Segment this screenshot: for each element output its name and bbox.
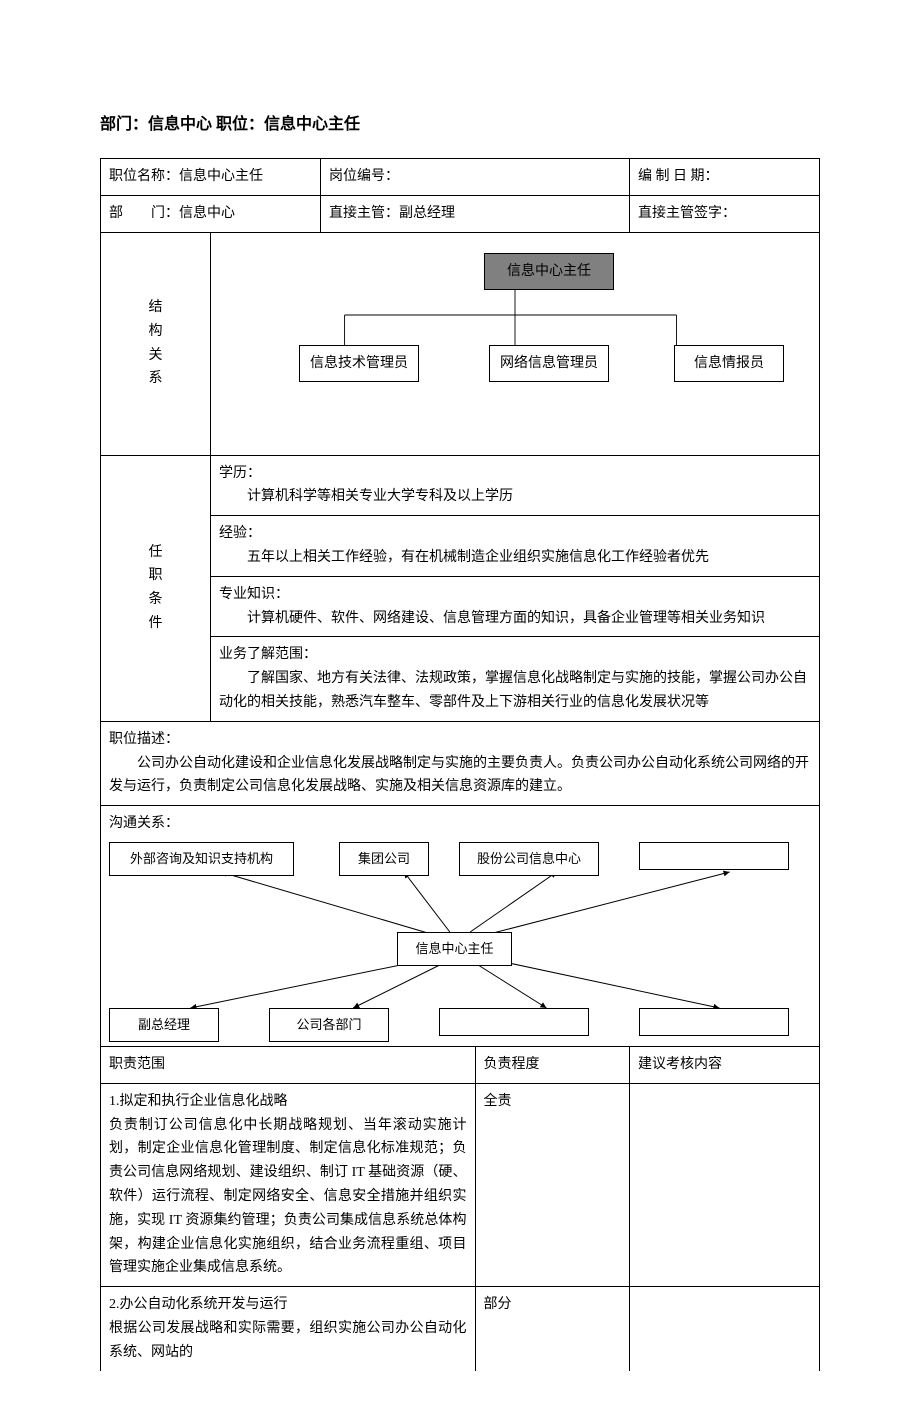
exp-cell: 经验： 五年以上相关工作经验，有在机械制造企业组织实施信息化工作经验者优先 xyxy=(211,516,820,577)
org-child-0: 信息技术管理员 xyxy=(299,345,419,383)
description-cell: 职位描述： 公司办公自动化建设和企业信息化发展战略制定与实施的主要负责人。负责公… xyxy=(101,721,820,805)
communication-label: 沟通关系： xyxy=(109,812,811,836)
resp-row-0-body: 负责制订公司信息化中长期战略规划、当年滚动实施计划，制定企业信息化管理制度、制定… xyxy=(109,1114,467,1281)
comm-bottom-1: 公司各部门 xyxy=(269,1008,389,1042)
structure-cell: 信息中心主任 信息技术管理员 网络信息管理员 信息情报员 xyxy=(211,232,820,455)
supervisor-value: 副总经理 xyxy=(399,206,455,221)
exp-text: 五年以上相关工作经验，有在机械制造企业组织实施信息化工作经验者优先 xyxy=(219,546,811,570)
comm-center: 信息中心主任 xyxy=(397,932,512,966)
resp-col-assess: 建议考核内容 xyxy=(630,1046,820,1083)
position-label: 职位名称： xyxy=(109,169,179,184)
postno-label: 岗位编号： xyxy=(329,169,399,184)
resp-col-degree: 负责程度 xyxy=(475,1046,630,1083)
exp-label: 经验： xyxy=(219,522,811,546)
resp-row-0-degree: 全责 xyxy=(475,1083,630,1286)
structure-label: 结构关系 xyxy=(101,232,211,455)
org-chart: 信息中心主任 信息技术管理员 网络信息管理员 信息情报员 xyxy=(219,245,811,415)
resp-row-0: 1.拟定和执行企业信息化战略 负责制订公司信息化中长期战略规划、当年滚动实施计划… xyxy=(101,1083,476,1286)
dept-label: 部 门： xyxy=(109,206,179,221)
org-child-1: 网络信息管理员 xyxy=(489,345,609,383)
comm-bottom-0: 副总经理 xyxy=(109,1008,219,1042)
position-cell: 职位名称：信息中心主任 xyxy=(101,159,321,196)
comm-top-1: 集团公司 xyxy=(339,842,429,876)
description-text: 公司办公自动化建设和企业信息化发展战略制定与实施的主要负责人。负责公司办公自动化… xyxy=(109,752,811,800)
comm-bottom-3 xyxy=(639,1008,789,1036)
resp-row-1-degree: 部分 xyxy=(475,1287,630,1371)
resp-row-0-assess xyxy=(630,1083,820,1286)
knowledge-text: 计算机硬件、软件、网络建设、信息管理方面的知识，具备企业管理等相关业务知识 xyxy=(219,607,811,631)
qualifications-label: 任职条件 xyxy=(101,455,211,721)
resp-row-1-title: 2.办公自动化系统开发与运行 xyxy=(109,1293,467,1317)
scope-cell: 业务了解范围： 了解国家、地方有关法律、法规政策，掌握信息化战略制定与实施的技能… xyxy=(211,637,820,721)
supervisor-cell: 直接主管：副总经理 xyxy=(321,195,630,232)
sign-cell: 直接主管签字： xyxy=(630,195,820,232)
postno-cell: 岗位编号： xyxy=(321,159,630,196)
edu-label: 学历： xyxy=(219,462,811,486)
edu-text: 计算机科学等相关专业大学专科及以上学历 xyxy=(219,485,811,509)
knowledge-cell: 专业知识： 计算机硬件、软件、网络建设、信息管理方面的知识，具备企业管理等相关业… xyxy=(211,576,820,637)
org-child-2: 信息情报员 xyxy=(674,345,784,383)
resp-row-1-assess xyxy=(630,1287,820,1371)
comm-diagram: 外部咨询及知识支持机构 集团公司 股份公司信息中心 信息中心主任 副总经理 公司… xyxy=(109,840,811,1040)
job-spec-table: 职位名称：信息中心主任 岗位编号： 编 制 日 期： 部 门：信息中心 直接主管… xyxy=(100,158,820,1371)
sign-label: 直接主管签字： xyxy=(638,206,736,221)
description-label: 职位描述： xyxy=(109,728,811,752)
communication-cell: 沟通关系： xyxy=(101,806,820,1047)
resp-row-1: 2.办公自动化系统开发与运行 根据公司发展战略和实际需要，组织实施公司办公自动化… xyxy=(101,1287,476,1371)
knowledge-label: 专业知识： xyxy=(219,583,811,607)
comm-top-3 xyxy=(639,842,789,870)
page-title: 部门：信息中心 职位：信息中心主任 xyxy=(100,110,820,134)
dept-value: 信息中心 xyxy=(179,206,235,221)
resp-col-scope: 职责范围 xyxy=(101,1046,476,1083)
date-label: 编 制 日 期： xyxy=(638,169,719,184)
comm-top-0: 外部咨询及知识支持机构 xyxy=(109,842,294,876)
resp-row-1-body: 根据公司发展战略和实际需要，组织实施公司办公自动化系统、网站的 xyxy=(109,1317,467,1365)
scope-label: 业务了解范围： xyxy=(219,643,811,667)
edu-cell: 学历： 计算机科学等相关专业大学专科及以上学历 xyxy=(211,455,820,516)
resp-row-0-title: 1.拟定和执行企业信息化战略 xyxy=(109,1090,467,1114)
scope-text: 了解国家、地方有关法律、法规政策，掌握信息化战略制定与实施的技能，掌握公司办公自… xyxy=(219,667,811,715)
qualifications-label-text: 任职条件 xyxy=(149,545,163,631)
supervisor-label: 直接主管： xyxy=(329,206,399,221)
comm-top-2: 股份公司信息中心 xyxy=(459,842,599,876)
dept-cell: 部 门：信息中心 xyxy=(101,195,321,232)
comm-bottom-2 xyxy=(439,1008,589,1036)
structure-label-text: 结构关系 xyxy=(149,300,163,386)
date-cell: 编 制 日 期： xyxy=(630,159,820,196)
position-value: 信息中心主任 xyxy=(179,169,263,184)
org-root-node: 信息中心主任 xyxy=(484,253,614,291)
